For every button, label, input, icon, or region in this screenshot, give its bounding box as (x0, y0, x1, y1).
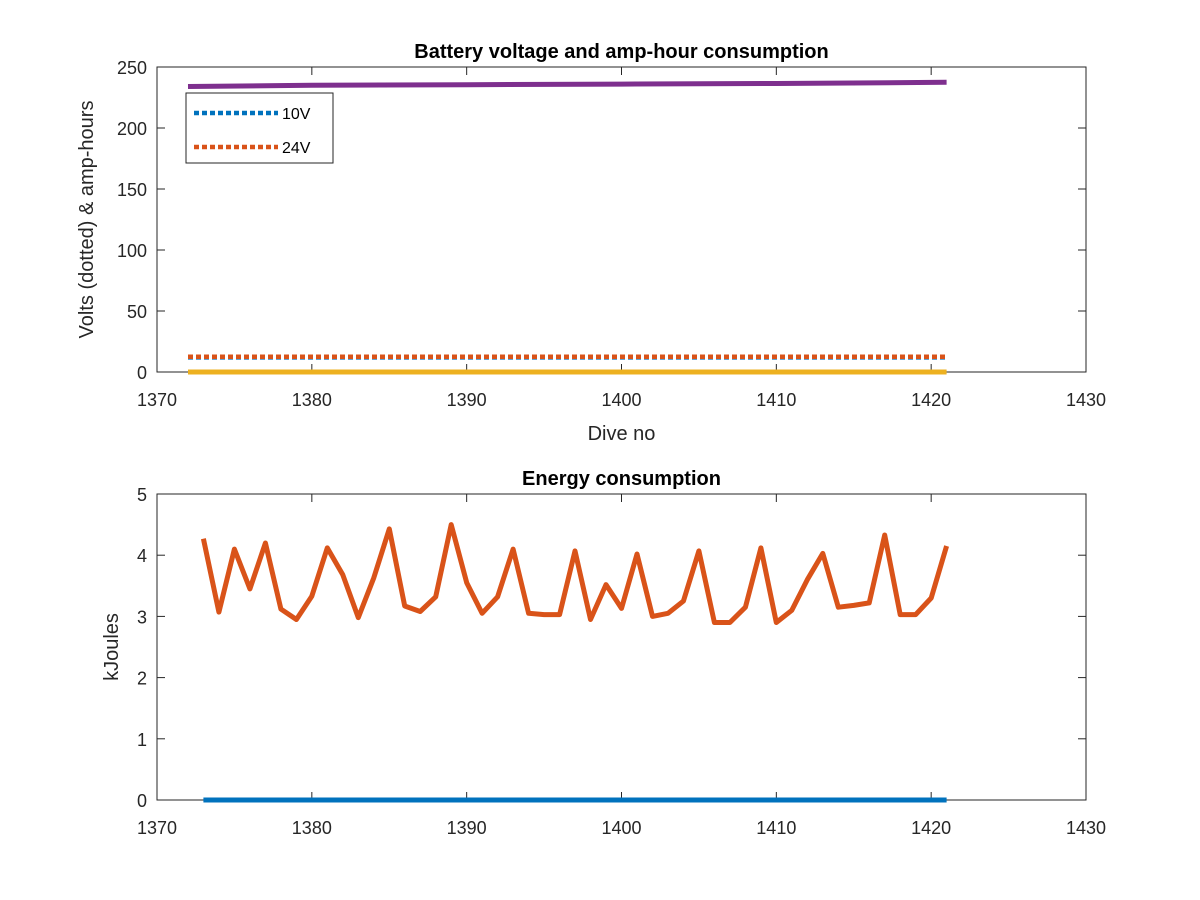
y-tick-label: 1 (137, 730, 147, 750)
x-tick-label: 1430 (1066, 818, 1106, 838)
y-axis-label: Volts (dotted) & amp-hours (76, 101, 98, 339)
chart-title: Battery voltage and amp-hour consumption (414, 41, 828, 63)
legend-label: 10V (282, 106, 311, 123)
y-tick-label: 250 (117, 58, 147, 78)
y-tick-label: 50 (127, 302, 147, 322)
x-tick-label: 1400 (601, 390, 641, 410)
y-tick-label: 3 (137, 607, 147, 627)
series-line-3 (187, 79, 947, 89)
y-tick-label: 150 (117, 180, 147, 200)
x-axis-label: Dive no (588, 423, 656, 445)
y-tick-label: 200 (117, 119, 147, 139)
legend (185, 92, 334, 164)
x-tick-label: 1390 (447, 390, 487, 410)
x-tick-label: 1410 (756, 818, 796, 838)
plot-area (156, 493, 1087, 801)
y-tick-label: 5 (137, 485, 147, 505)
y-tick-label: 2 (137, 669, 147, 689)
y-tick-label: 0 (137, 363, 147, 383)
x-tick-label: 1370 (137, 818, 177, 838)
y-axis-label: kJoules (101, 613, 123, 681)
x-tick-label: 1370 (137, 390, 177, 410)
y-tick-label: 100 (117, 241, 147, 261)
chart-title: Energy consumption (522, 468, 721, 490)
legend-label: 24V (282, 140, 311, 157)
x-tick-label: 1390 (447, 818, 487, 838)
voltage-chart: 1370 1380 1390 1400 1410 1420 1430 0 50 100 150 200… (76, 41, 1106, 445)
x-tick-label: 1420 (911, 818, 951, 838)
y-tick-label: 0 (137, 791, 147, 811)
series-line-1 (200, 522, 949, 625)
x-tick-label: 1400 (601, 818, 641, 838)
x-tick-label: 1410 (756, 390, 796, 410)
x-tick-label: 1420 (911, 390, 951, 410)
x-tick-label: 1430 (1066, 390, 1106, 410)
energy-chart: 1370 1380 1390 1400 1410 1420 1430 0 1 2 3 4 5 Energy… (101, 468, 1106, 838)
x-tick-label: 1380 (292, 390, 332, 410)
x-tick-label: 1380 (292, 818, 332, 838)
y-tick-label: 4 (137, 546, 147, 566)
